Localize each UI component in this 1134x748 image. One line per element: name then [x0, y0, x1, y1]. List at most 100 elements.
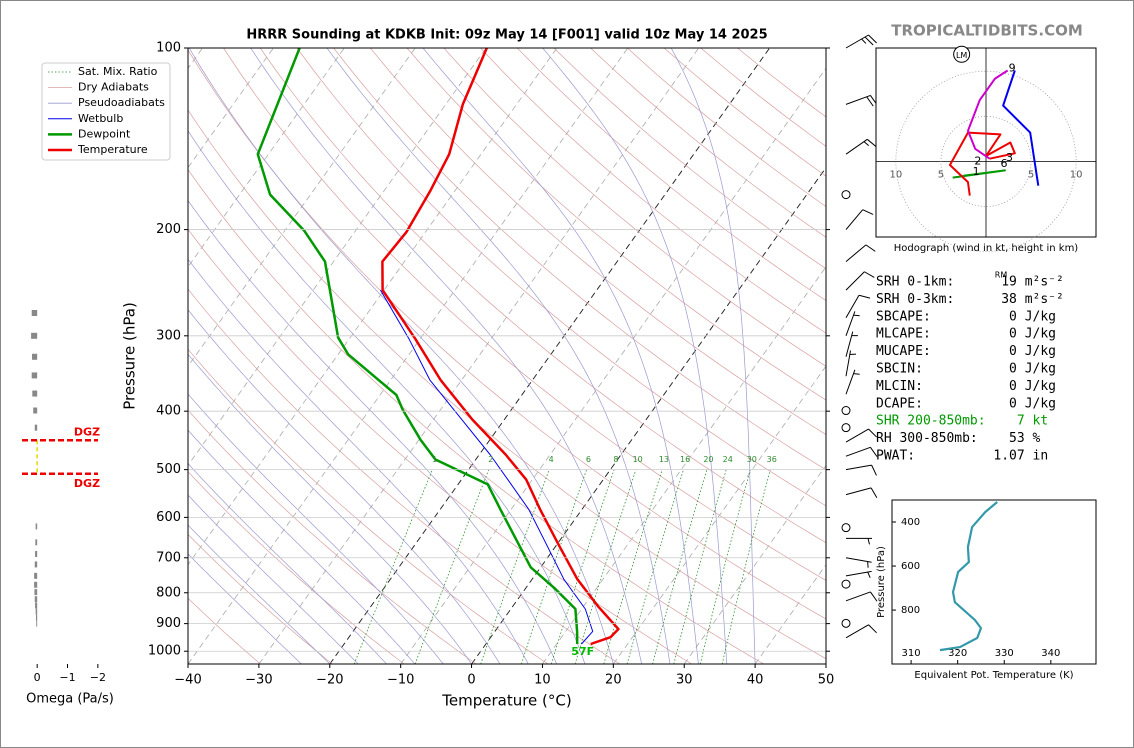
wind-barb: [845, 271, 875, 291]
omega-bar: [34, 561, 38, 568]
calm-wind: [841, 423, 851, 433]
mixing-ratio-label: 10: [633, 455, 643, 464]
thetae-frame: [891, 499, 1097, 665]
chart-title: HRRR Sounding at KDKB Init: 09z May 14 […: [246, 28, 767, 43]
pseudoadiabat: [188, 309, 501, 664]
height-label: 1: [973, 165, 980, 178]
pseudoadiabat: [542, 48, 728, 664]
mixing-ratio-label: 24: [723, 455, 733, 464]
dry-adiabat: [443, 48, 826, 367]
pseudoadiabat: [188, 463, 387, 664]
legend-label: Wetbulb: [78, 112, 123, 125]
thetae-x-tick-label: 310: [902, 648, 921, 659]
omega-tick-label: −1: [59, 671, 75, 684]
mixing-ratio-line: [673, 469, 727, 664]
mixing-ratio-line: [480, 469, 550, 664]
hodograph-trace: [948, 131, 1016, 196]
surface-label: 57F: [571, 645, 594, 658]
mixing-ratio-line: [721, 469, 771, 664]
mixing-ratio-line: [521, 469, 587, 664]
stat-row: MUCAPE: 0 J/kg: [876, 344, 1056, 359]
pseudoadiabat: [188, 429, 416, 664]
isotherm: [188, 48, 629, 664]
plot-frame: [187, 47, 827, 665]
mixing-ratio-label: 13: [659, 455, 669, 464]
hodograph-ring: [895, 70, 1077, 252]
dry-adiabat: [188, 597, 261, 664]
dry-adiabat: [188, 533, 333, 664]
omega-bar: [34, 581, 38, 588]
wind-barb: [845, 209, 874, 230]
wind-barb: [845, 244, 876, 262]
rm-label: RM: [995, 271, 1008, 280]
height-label: 6: [1001, 157, 1008, 170]
mixing-ratio-label: 4: [549, 455, 554, 464]
y-tick-label: 500: [156, 462, 181, 477]
thetae-x-tick-label: 330: [995, 648, 1014, 659]
dry-adiabat: [188, 169, 764, 664]
stat-row: MLCAPE: 0 J/kg: [876, 327, 1056, 342]
hodograph-ring: [940, 115, 1032, 207]
hodograph-trace: [1002, 70, 1040, 186]
stat-row: SBCAPE: 0 J/kg: [876, 309, 1056, 324]
thetae-y-label: Pressure (hPa): [876, 546, 887, 618]
watermark: TROPICALTIDBITS.COM: [891, 22, 1083, 40]
omega-bar: [33, 407, 38, 414]
omega-bar: [32, 353, 38, 360]
highlight-isotherm: [329, 48, 770, 664]
omega-label: Omega (Pa/s): [26, 692, 114, 707]
omega-bar: [35, 523, 38, 530]
mixing-ratio-label: 20: [703, 455, 713, 464]
calm-wind: [841, 190, 851, 200]
omega-bar: [35, 551, 38, 558]
omega-bar: [34, 424, 38, 431]
hodograph-tick-label: 10: [889, 169, 902, 180]
isotherm: [258, 48, 700, 664]
pseudoadiabat: [250, 48, 643, 664]
x-tick-label: 40: [747, 673, 764, 688]
stat-row: MLCIN: 0 J/kg: [876, 379, 1056, 394]
hodograph-trace: [966, 69, 1009, 160]
y-tick-label: 200: [156, 222, 181, 237]
height-label: 2: [974, 154, 981, 167]
wind-barb: [845, 446, 878, 457]
x-tick-label: −10: [387, 673, 414, 688]
legend-box: [41, 62, 171, 161]
hodograph-tick-label: 5: [938, 169, 944, 180]
omega-bar: [31, 372, 38, 379]
storm-motion-label: LM: [956, 51, 967, 60]
omega-bar: [35, 608, 38, 615]
legend-label: Sat. Mix. Ratio: [78, 65, 158, 78]
x-tick-label: −40: [174, 673, 201, 688]
stat-row: SHR 200-850mb: 7 kt: [876, 414, 1048, 429]
thetae-y-tick-label: 800: [901, 605, 920, 616]
mixing-ratio-label: 1: [432, 455, 437, 464]
dry-adiabat: [259, 48, 826, 544]
mixing-ratio-line: [550, 469, 615, 664]
y-tick-label: 900: [156, 616, 181, 631]
dry-adiabat: [516, 48, 826, 302]
legend-label: Pseudoadiabats: [78, 96, 165, 109]
y-tick-label: 1000: [148, 644, 181, 659]
mixing-ratio-label: 16: [680, 455, 690, 464]
dry-adiabat: [188, 109, 826, 660]
stat-row: SRH 0-1km: 19 m²s⁻²: [876, 275, 1064, 290]
thetae-x-label: Equivalent Pot. Temperature (K): [914, 670, 1073, 681]
wind-barb: [845, 311, 860, 336]
y-tick-label: 800: [156, 585, 181, 600]
thetae-x-tick-label: 340: [1041, 648, 1060, 659]
wind-barb: [845, 34, 877, 49]
mixing-ratio-line: [574, 469, 637, 664]
calm-wind: [841, 406, 851, 416]
mixing-ratio-line: [652, 469, 708, 664]
pseudoadiabat: [188, 48, 614, 664]
calm-wind: [841, 523, 851, 533]
hodograph-tick-label: 10: [1070, 169, 1083, 180]
wind-barb: [845, 369, 860, 395]
thetae-y-tick-label: 400: [901, 517, 920, 528]
legend-label: Dewpoint: [78, 127, 131, 140]
x-axis-label: Temperature (°C): [441, 692, 571, 710]
dgz-label: DGZ: [74, 477, 100, 490]
thetae-y-tick-label: 600: [901, 561, 920, 572]
